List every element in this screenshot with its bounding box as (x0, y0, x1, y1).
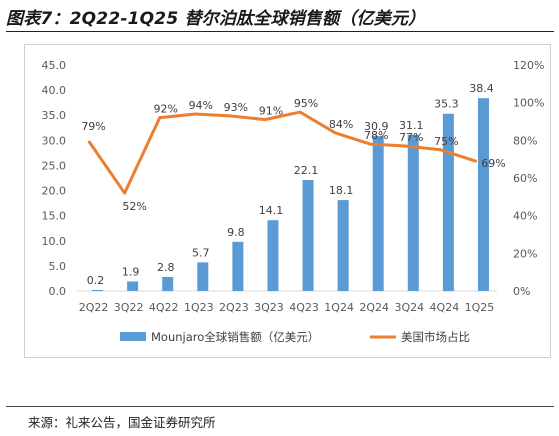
legend-bar-swatch (120, 332, 146, 341)
bar (337, 200, 349, 291)
y-right-tick-label: 20% (513, 247, 537, 260)
line-point (368, 142, 372, 146)
line-value-label: 77% (399, 131, 423, 144)
bar (162, 276, 174, 291)
bar (442, 113, 454, 292)
bar (267, 220, 279, 291)
footer-rule (6, 406, 554, 407)
y-left-tick-label: 45.0 (42, 59, 67, 72)
bar-series (92, 98, 489, 292)
x-tick-label: 3Q22 (114, 301, 144, 314)
line-value-label: 93% (224, 101, 248, 114)
y-right-tick-label: 60% (513, 172, 537, 185)
line-point (228, 114, 232, 118)
x-tick-label: 3Q24 (394, 301, 424, 314)
x-tick-label: 4Q23 (289, 301, 319, 314)
bar-value-label: 9.8 (227, 226, 245, 239)
line-point (158, 116, 162, 120)
chart-title: 图表7：2Q22-1Q25 替尔泊肽全球销售额（亿美元） (6, 9, 426, 29)
chart-frame (24, 44, 551, 358)
line-value-label: 91% (259, 105, 283, 118)
line-value-label: 94% (189, 99, 213, 112)
bar-value-label: 22.1 (294, 164, 319, 177)
line-value-label: 92% (153, 103, 177, 116)
line-point (298, 110, 302, 114)
line-value-label: 78% (364, 129, 388, 142)
line-point (88, 140, 92, 144)
y-right-tick-label: 100% (513, 97, 544, 110)
bar (197, 262, 209, 291)
y-left-tick-label: 40.0 (42, 84, 67, 97)
line-point (403, 144, 407, 148)
x-tick-label: 2Q24 (359, 301, 389, 314)
line-point (193, 112, 197, 116)
line-value-label: 69% (481, 157, 505, 170)
x-tick-label: 4Q22 (149, 301, 179, 314)
line-value-label: 95% (294, 97, 318, 110)
x-tick-label: 2Q23 (219, 301, 249, 314)
x-tick-label: 1Q23 (184, 301, 214, 314)
y-left-tick-label: 25.0 (42, 159, 67, 172)
bar-value-label: 14.1 (259, 204, 284, 217)
line-series (88, 110, 477, 195)
bar-value-label: 30.9 (364, 120, 389, 133)
x-tick-label: 1Q24 (324, 301, 354, 314)
x-tick-label: 2Q22 (79, 301, 109, 314)
line-path (88, 110, 477, 195)
y-left-tick-label: 15.0 (42, 210, 67, 223)
x-tick-label: 1Q25 (465, 301, 495, 314)
bar-value-label: 0.2 (87, 274, 105, 287)
y-left-tick-label: 35.0 (42, 109, 67, 122)
x-tick-label: 4Q24 (430, 301, 460, 314)
bar-value-label: 5.7 (192, 246, 210, 259)
line-value-label: 84% (329, 118, 353, 131)
bar (127, 281, 139, 291)
y-right-tick-label: 0% (513, 285, 530, 298)
y-left-tick-label: 5.0 (49, 260, 67, 273)
y-left-tick-label: 20.0 (42, 185, 67, 198)
bar (372, 135, 384, 291)
bar (477, 98, 489, 291)
legend-line-label: 美国市场占比 (401, 330, 470, 344)
bar-value-label: 38.4 (469, 82, 494, 95)
line-value-label: 75% (434, 135, 458, 148)
title-rule (6, 31, 554, 32)
y-right-tick-label: 80% (513, 134, 537, 147)
legend-bar-label: Mounjaro全球销售额（亿美元） (151, 330, 319, 344)
line-point (333, 131, 337, 135)
bar (407, 134, 419, 291)
x-tick-label: 3Q23 (254, 301, 284, 314)
line-point (123, 191, 127, 195)
bar-value-label: 2.8 (157, 261, 175, 274)
line-point (438, 148, 442, 152)
y-right-tick-label: 40% (513, 210, 537, 223)
bar-value-label: 31.1 (399, 119, 424, 132)
y-left-tick-label: 0.0 (49, 285, 67, 298)
bar (232, 241, 244, 291)
source-note: 来源：礼来公告，国金证券研究所 (28, 415, 216, 430)
data-labels: 0.2 1.9 2.8 5.7 9.8 14.1 22.1 18.1 30.9 31.1 35.3 3… (81, 82, 505, 287)
bar (302, 180, 314, 291)
line-point (263, 118, 267, 122)
y-left-tick-label: 30.0 (42, 134, 67, 147)
chart-legend: Mounjaro全球销售额（亿美元） 美国市场占比 (120, 330, 470, 344)
bar-value-label: 35.3 (434, 98, 459, 111)
y-left-tick-label: 10.0 (42, 235, 67, 248)
bar-value-label: 1.9 (122, 265, 140, 278)
line-value-label: 79% (81, 120, 105, 133)
chart-axes: 0.0 5.0 10.0 15.0 20.0 25.0 30.0 35.0 40.0 45.0 0%… (42, 59, 545, 314)
y-right-tick-label: 120% (513, 59, 544, 72)
line-value-label: 52% (122, 200, 146, 213)
bar-value-label: 18.1 (329, 184, 354, 197)
bar (92, 289, 104, 291)
line-point (473, 159, 477, 163)
